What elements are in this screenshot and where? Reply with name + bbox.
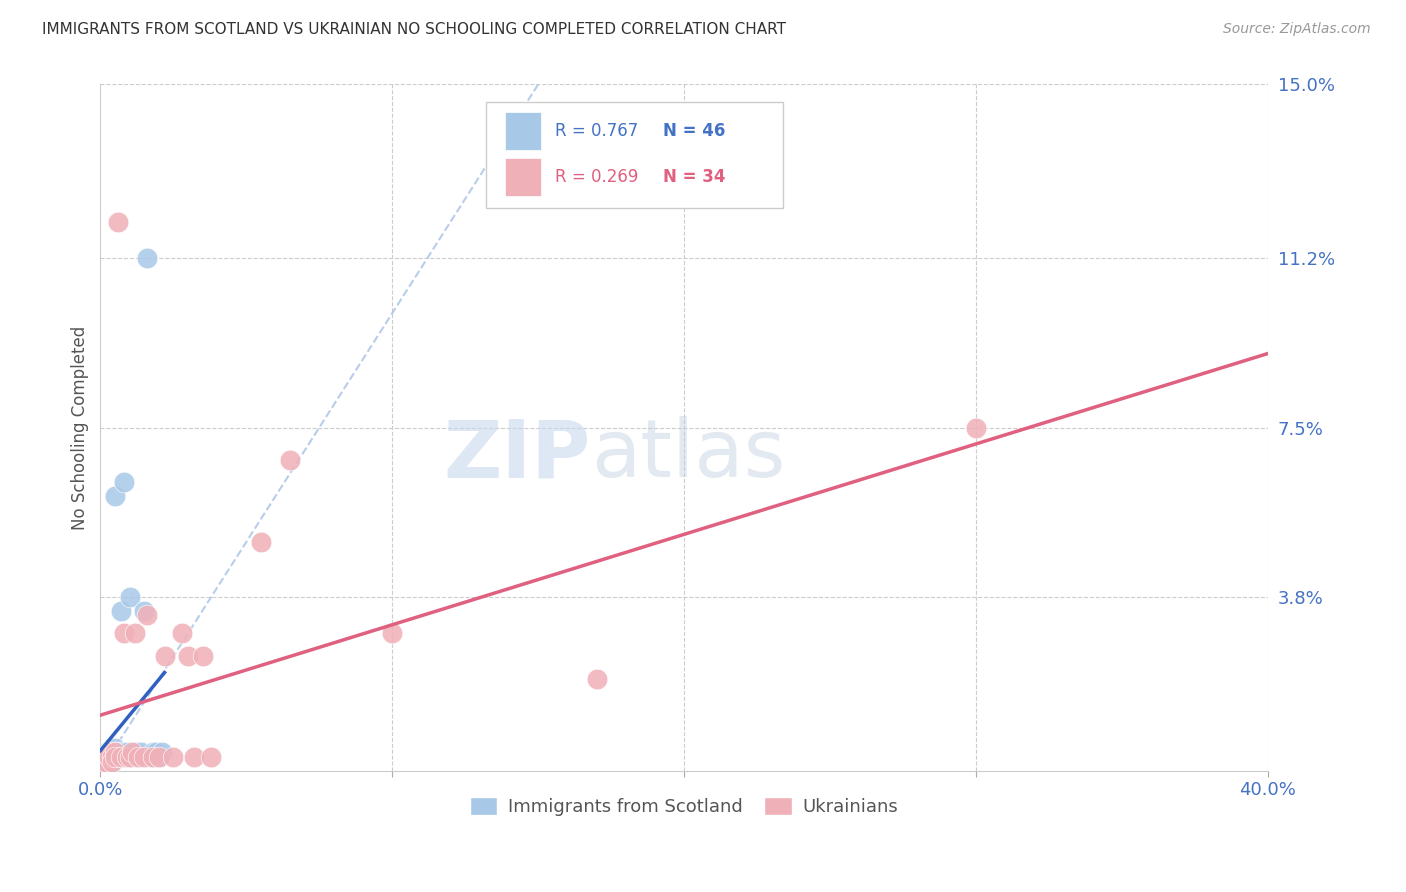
- Point: [112, 626, 135, 640]
- Text: N = 34: N = 34: [664, 168, 725, 186]
- Text: atlas: atlas: [591, 416, 785, 494]
- Point: [118, 750, 141, 764]
- Legend: Immigrants from Scotland, Ukrainians: Immigrants from Scotland, Ukrainians: [463, 789, 905, 823]
- Point: [107, 750, 129, 764]
- Point: [91, 755, 114, 769]
- Point: [177, 649, 200, 664]
- Point: [104, 745, 127, 759]
- Text: R = 0.767: R = 0.767: [554, 122, 638, 140]
- Point: [101, 745, 124, 759]
- FancyBboxPatch shape: [485, 102, 783, 208]
- Text: R = 0.269: R = 0.269: [554, 168, 638, 186]
- Point: [118, 750, 141, 764]
- Point: [142, 750, 165, 764]
- Point: [127, 750, 149, 764]
- Text: Source: ZipAtlas.com: Source: ZipAtlas.com: [1223, 22, 1371, 37]
- Point: [98, 755, 121, 769]
- Point: [278, 452, 301, 467]
- Point: [162, 750, 184, 764]
- Point: [112, 475, 135, 490]
- Point: [101, 750, 124, 764]
- Point: [96, 755, 118, 769]
- Point: [96, 750, 118, 764]
- Point: [98, 750, 121, 764]
- Point: [96, 759, 118, 773]
- Point: [100, 750, 122, 764]
- Point: [139, 750, 162, 764]
- Y-axis label: No Schooling Completed: No Schooling Completed: [72, 326, 89, 530]
- Point: [103, 745, 125, 759]
- Point: [104, 750, 127, 764]
- Point: [98, 755, 121, 769]
- Point: [145, 745, 167, 759]
- Point: [136, 608, 159, 623]
- Point: [134, 750, 156, 764]
- Point: [965, 420, 987, 434]
- Text: ZIP: ZIP: [443, 416, 591, 494]
- Point: [96, 745, 118, 759]
- Point: [98, 745, 121, 759]
- Point: [110, 745, 132, 759]
- Point: [381, 626, 404, 640]
- Point: [183, 750, 205, 764]
- Point: [91, 755, 114, 769]
- Point: [200, 750, 222, 764]
- Point: [134, 603, 156, 617]
- Point: [191, 649, 214, 664]
- Point: [172, 626, 194, 640]
- Point: [110, 603, 132, 617]
- Point: [104, 750, 127, 764]
- Point: [101, 755, 124, 769]
- Point: [98, 750, 121, 764]
- Point: [97, 750, 120, 764]
- Point: [585, 672, 607, 686]
- Text: N = 46: N = 46: [664, 122, 725, 140]
- Point: [124, 626, 146, 640]
- Point: [104, 489, 127, 503]
- Point: [110, 750, 132, 764]
- Point: [96, 755, 118, 769]
- Point: [93, 755, 115, 769]
- Point: [153, 649, 176, 664]
- Point: [101, 750, 124, 764]
- Point: [150, 745, 173, 759]
- Point: [112, 750, 135, 764]
- Point: [127, 750, 149, 764]
- Point: [101, 750, 124, 764]
- Point: [104, 745, 127, 759]
- Point: [107, 215, 129, 229]
- Point: [96, 750, 118, 764]
- Point: [98, 745, 121, 759]
- Point: [104, 740, 127, 755]
- Point: [250, 535, 273, 549]
- Point: [129, 745, 152, 759]
- Point: [118, 590, 141, 604]
- Point: [136, 252, 159, 266]
- Point: [115, 745, 138, 759]
- Text: IMMIGRANTS FROM SCOTLAND VS UKRAINIAN NO SCHOOLING COMPLETED CORRELATION CHART: IMMIGRANTS FROM SCOTLAND VS UKRAINIAN NO…: [42, 22, 786, 37]
- Point: [121, 750, 143, 764]
- Point: [142, 750, 165, 764]
- Point: [91, 750, 114, 764]
- Point: [91, 750, 114, 764]
- Point: [93, 750, 115, 764]
- Point: [115, 750, 138, 764]
- Point: [142, 745, 165, 759]
- FancyBboxPatch shape: [506, 112, 540, 150]
- Point: [148, 750, 170, 764]
- FancyBboxPatch shape: [506, 158, 540, 196]
- Point: [124, 745, 146, 759]
- Point: [107, 745, 129, 759]
- Point: [101, 755, 124, 769]
- Point: [107, 750, 129, 764]
- Point: [148, 750, 170, 764]
- Point: [121, 745, 143, 759]
- Point: [93, 759, 115, 773]
